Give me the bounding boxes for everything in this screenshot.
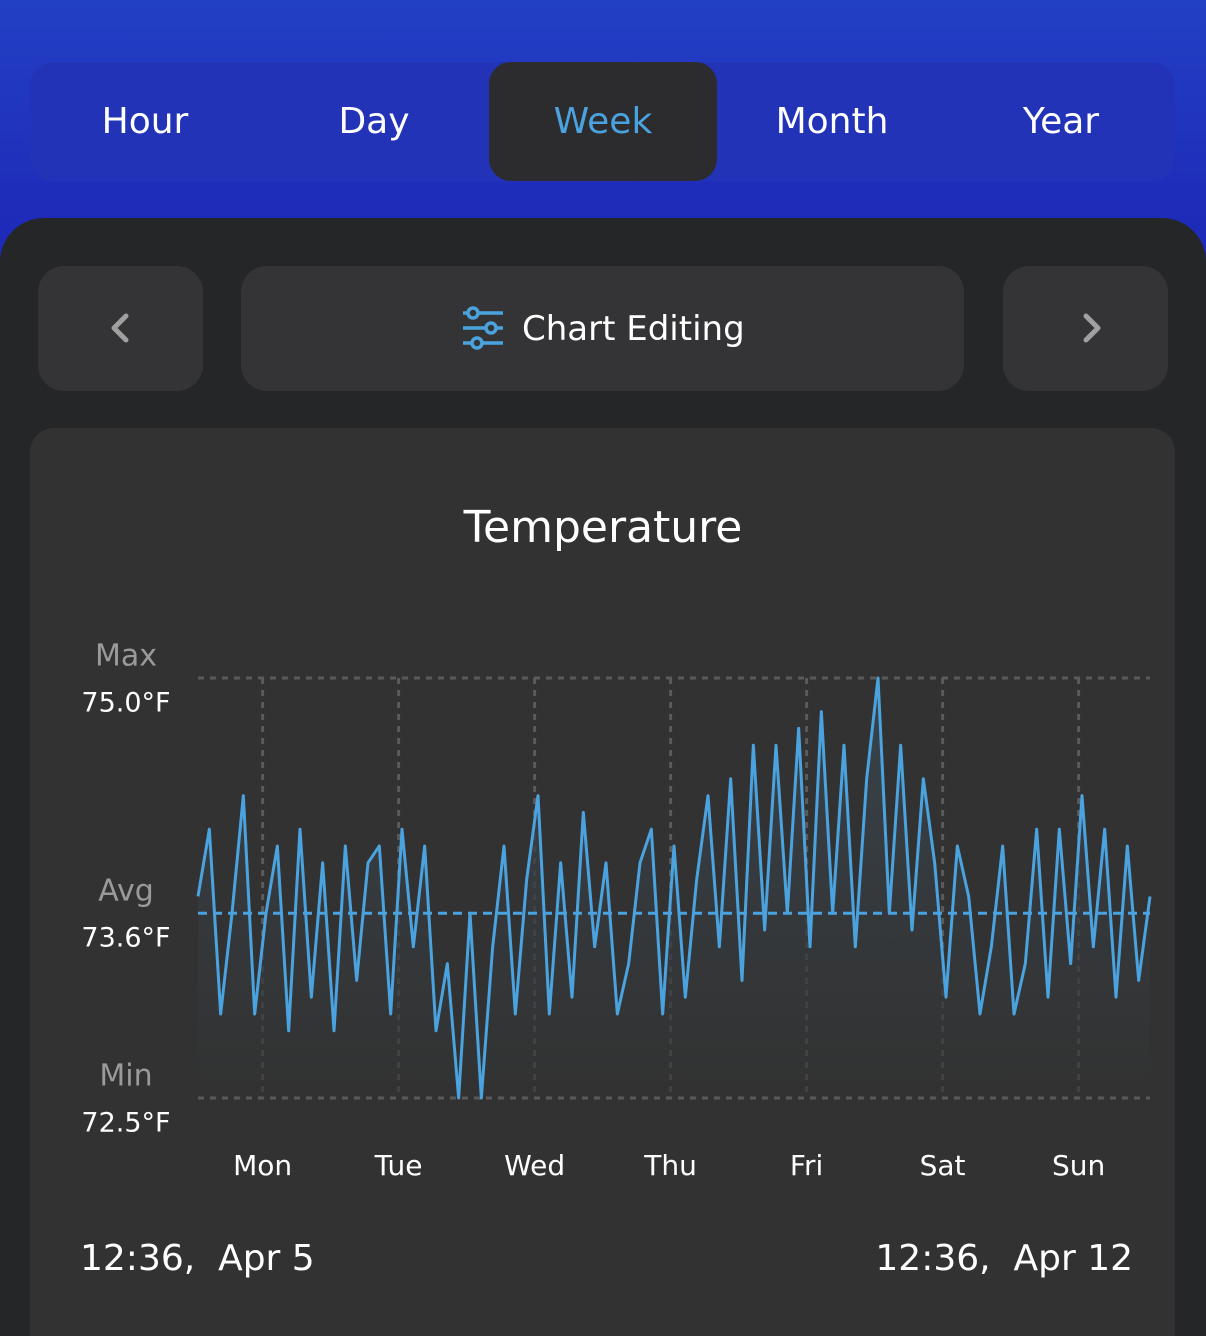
tab[interactable]: Month [775,101,889,142]
tab[interactable]: Year [1022,101,1100,142]
x-tick-label: Mon [233,1149,292,1182]
tab[interactable]: Hour [101,101,189,142]
y-tick-label: 73.6°F [81,923,170,954]
tab-bar: Hour Day Week Month Year [30,62,1175,181]
area-fill [198,678,1150,1098]
x-tick-label: Tue [374,1149,423,1182]
tab[interactable]: Day [338,101,410,142]
tab[interactable]: Week [489,62,717,181]
y-tick-name: Min [99,1059,152,1094]
x-tick-label: Fri [790,1149,823,1182]
temperature-line [196,676,1152,1100]
y-tick-name: Avg [98,874,154,909]
next-button[interactable] [1003,266,1168,391]
y-tick-label: 72.5°F [81,1108,170,1139]
chevron-left [111,313,129,343]
y-tick-label: 75.0°F [81,688,170,719]
x-tick-label: Wed [504,1149,565,1182]
end-label: 12:36, Apr 12 [875,1238,1133,1279]
chart-editing-label: Chart Editing [522,309,745,349]
x-tick-label: Sat [920,1149,966,1182]
chart-editing-button[interactable] [241,266,964,391]
chevron-right [1083,313,1101,343]
x-tick-label: Thu [643,1149,697,1182]
y-tick-name: Max [95,639,157,674]
x-tick-label: Sun [1052,1149,1105,1182]
sliders-icon [463,306,503,350]
start-label: 12:36, Apr 5 [80,1238,315,1279]
chart-title: Temperature [463,502,743,553]
prev-button[interactable] [38,266,203,391]
